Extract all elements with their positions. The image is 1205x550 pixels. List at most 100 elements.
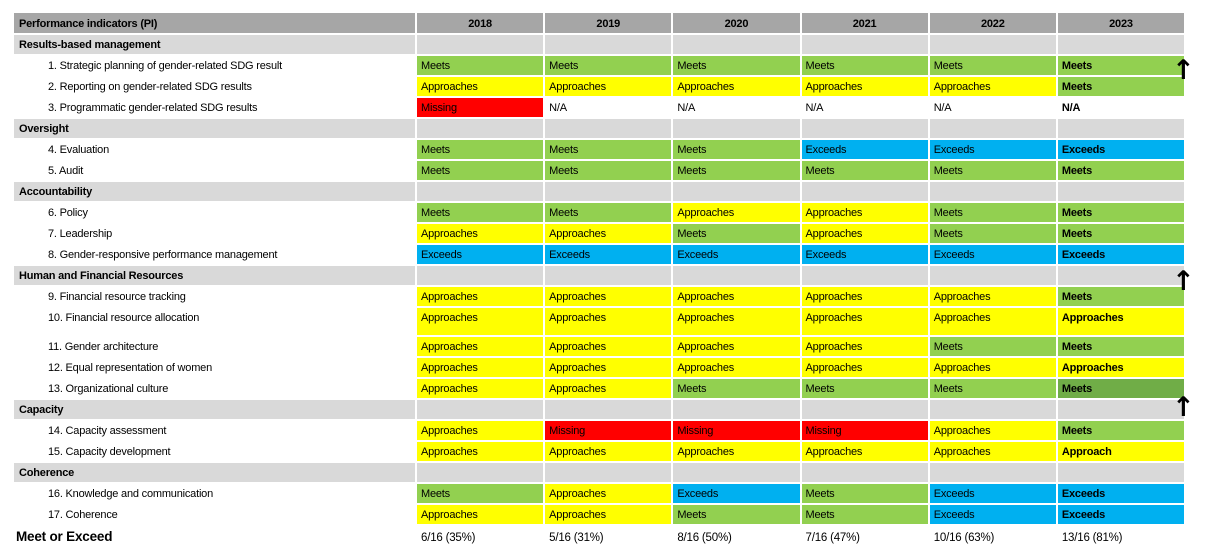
indicator-row: 17. Coherence Approaches Approaches Meets Me… [14,505,1187,526]
status-cell-approaches: Approaches [417,77,546,98]
status-cell-approaches: Approaches [545,224,674,245]
table-header-row: Performance indicators (PI) 2018 2019 2020… [14,13,1187,35]
section-filler-cell [929,182,1058,203]
section-filler-cell [929,119,1058,140]
year-header-2023: 2023 [1057,13,1187,35]
status-cell-meets: Meets [673,224,802,245]
status-cell-meets: Meets [929,337,1058,358]
section-title: Human and Financial Resources [14,266,417,287]
summary-label: Meet or Exceed [14,526,417,550]
status-cell-meets: Meets [929,379,1058,400]
section-filler-cell [929,35,1058,56]
status-cell-na: N/A [673,98,802,119]
table-body: Results-based management 1. Strategic pla… [14,35,1187,526]
status-cell-approaches: Approaches [801,442,930,463]
status-cell-approaches: Approaches [545,287,674,308]
status-cell-approaches: Approaches [801,287,930,308]
status-cell-approaches: Approaches [801,358,930,379]
indicator-label: 3. Programmatic gender-related SDG resul… [14,98,417,119]
status-cell-approaches: Approaches [417,287,546,308]
status-cell-approaches: Approaches [801,77,930,98]
status-cell-meets: Meets [545,56,674,77]
status-cell-exceeds: Exceeds [929,140,1058,161]
status-cell-approaches: Approaches [417,379,546,400]
status-cell-meets: Meets [545,203,674,224]
status-cell-meets: Meets [417,484,546,505]
status-cell-approaches: Approaches [673,308,802,337]
status-cell-na: N/A [801,98,930,119]
status-cell-meets: Meets [801,161,930,182]
indicator-label: 12. Equal representation of women [14,358,417,379]
section-row: Human and Financial Resources [14,266,1187,287]
status-cell-approaches: Approaches [929,77,1058,98]
status-cell-approaches: Approaches [673,337,802,358]
year-header-2022: 2022 [929,13,1058,35]
section-filler-cell [801,400,930,421]
section-filler-cell [417,182,546,203]
status-cell-meets: Meets [1057,337,1187,358]
status-cell-meets: Meets [801,484,930,505]
status-cell-exceeds: Exceeds [929,245,1058,266]
status-cell-exceeds: Exceeds [1057,484,1187,505]
status-cell-approaches: Approaches [673,203,802,224]
status-cell-meets: Meets [417,161,546,182]
status-cell-meets: Meets [417,140,546,161]
summary-value: 5/16 (31%) [545,526,674,550]
status-cell-approaches: Approaches [545,484,674,505]
status-cell-exceeds: Exceeds [545,245,674,266]
section-title: Coherence [14,463,417,484]
status-cell-meets: Meets [801,56,930,77]
indicator-label: 13. Organizational culture [14,379,417,400]
status-cell-missing: Missing [545,421,674,442]
indicator-row: 10. Financial resource allocation Approac… [14,308,1187,337]
status-cell-meets: Meets [1057,56,1187,77]
status-cell-meets: Meets [1057,203,1187,224]
section-filler-cell [545,400,674,421]
indicator-row: 2. Reporting on gender-related SDG resul… [14,77,1187,98]
status-cell-meets: Meets [545,140,674,161]
status-cell-approaches: Approaches [545,308,674,337]
status-cell-meets: Meets [801,379,930,400]
status-cell-exceeds: Exceeds [1057,140,1187,161]
section-filler-cell [1057,119,1187,140]
status-cell-exceeds: Exceeds [929,505,1058,526]
summary-row: Meet or Exceed 6/16 (35%) 5/16 (31%) 8/16 … [14,526,1187,550]
indicator-row: 4. Evaluation Meets Meets Meets Exceeds Excee… [14,140,1187,161]
status-cell-exceeds: Exceeds [673,245,802,266]
section-filler-cell [417,119,546,140]
status-cell-meets: Meets [929,161,1058,182]
status-cell-approaches: Approaches [929,358,1058,379]
indicator-row: 5. Audit Meets Meets Meets Meets Meets Meets [14,161,1187,182]
status-cell-meets: Meets [545,161,674,182]
indicator-label: 17. Coherence [14,505,417,526]
section-filler-cell [1057,182,1187,203]
status-cell-meets: Meets [1057,287,1187,308]
section-filler-cell [801,266,930,287]
summary-value: 13/16 (81%) [1057,526,1187,550]
section-filler-cell [673,182,802,203]
year-header-2019: 2019 [545,13,674,35]
status-cell-approaches: Approaches [545,358,674,379]
status-cell-exceeds: Exceeds [673,484,802,505]
section-row: Results-based management [14,35,1187,56]
section-filler-cell [1057,463,1187,484]
indicator-row: 1. Strategic planning of gender-related … [14,56,1187,77]
section-filler-cell [1057,266,1187,287]
status-cell-approaches: Approaches [545,77,674,98]
status-cell-meets: Meets [801,505,930,526]
status-cell-exceeds: Exceeds [929,484,1058,505]
status-cell-exceeds: Exceeds [417,245,546,266]
status-cell-approaches: Approaches [1057,358,1187,379]
section-filler-cell [417,35,546,56]
section-filler-cell [801,463,930,484]
status-cell-approaches: Approaches [673,442,802,463]
status-cell-meets: Meets [1057,421,1187,442]
indicator-label: 4. Evaluation [14,140,417,161]
indicator-label: 11. Gender architecture [14,337,417,358]
indicator-label: 14. Capacity assessment [14,421,417,442]
status-cell-approaches: Approaches [929,287,1058,308]
status-cell-approaches: Approaches [545,505,674,526]
summary-value: 10/16 (63%) [929,526,1058,550]
section-filler-cell [545,266,674,287]
status-cell-meets: Meets [417,56,546,77]
